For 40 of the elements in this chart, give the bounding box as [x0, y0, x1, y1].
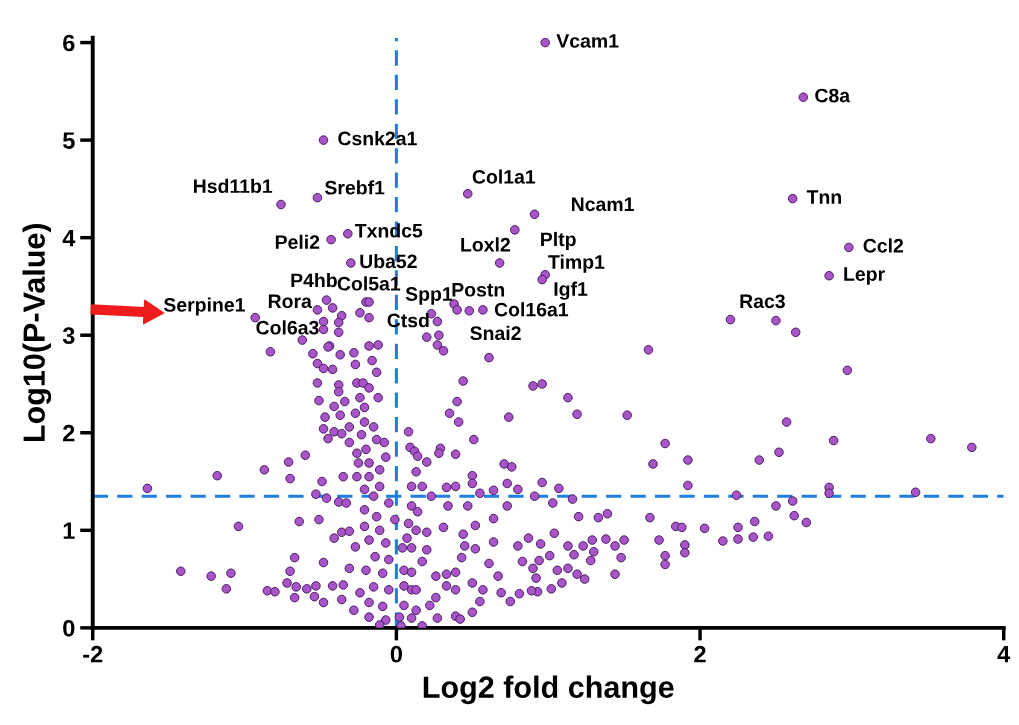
y-tick-label: 1	[63, 522, 75, 539]
y-tick-label: 3	[62, 327, 75, 345]
y-tick-label: 0	[63, 619, 75, 637]
annotation: Ccl2	[863, 238, 904, 253]
y-axis-title: Log10(P-Value)	[22, 223, 52, 442]
annotation: Col6a3	[256, 320, 319, 335]
annotation: Tnn	[806, 190, 841, 204]
annotation: Spp1	[405, 287, 453, 305]
annotation: Rac3	[740, 294, 785, 309]
annotation: Hsd11b1	[193, 178, 273, 194]
y-tick-label: 6	[63, 34, 75, 52]
annotation: P4hb	[291, 272, 337, 288]
annotation: Rora	[268, 294, 313, 309]
annotation: Igf1	[554, 281, 588, 300]
annotation: Postn	[452, 283, 505, 297]
annotation: Uba52	[360, 253, 417, 269]
annotation: Ctsd	[387, 313, 429, 328]
x-tick-label: 4	[997, 646, 1011, 663]
annotation: Pltp	[541, 231, 576, 251]
annotation: Csnk2a1	[338, 131, 417, 146]
x-tick-label: -2	[83, 645, 103, 663]
annotation: Srebf1	[324, 180, 385, 195]
x-tick-label: 2	[694, 645, 706, 663]
annotation: Lepr	[844, 267, 885, 285]
x-tick-label: 0	[390, 645, 402, 663]
annotation: Timp1	[548, 254, 605, 273]
annotation: Col16a1	[494, 302, 569, 317]
annotation: Serpine1	[163, 297, 245, 316]
y-tick-label: 5	[62, 132, 75, 149]
y-tick-label: 4	[62, 229, 76, 247]
annotation: Ncam1	[571, 197, 634, 212]
annotation: Col5a1	[337, 276, 401, 291]
annotation: Loxl2	[461, 237, 510, 252]
annotation: Col1a1	[472, 169, 536, 184]
annotation: Peli2	[275, 234, 320, 250]
y-tick-label: 2	[63, 424, 75, 442]
annotation: Snai2	[470, 325, 521, 341]
annotation: Vcam1	[556, 34, 619, 48]
x-axis-title: Log2 fold change	[423, 675, 674, 705]
annotation: C8a	[815, 88, 851, 103]
